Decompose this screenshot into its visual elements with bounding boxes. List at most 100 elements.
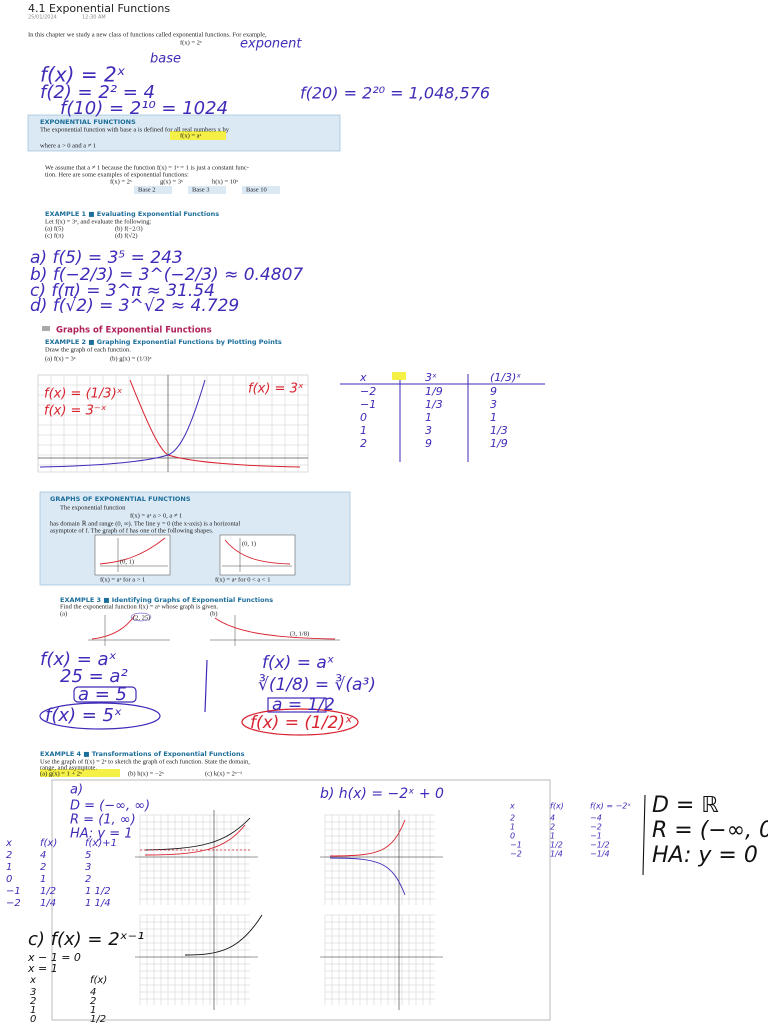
point-label: (0, 1) [242, 540, 256, 547]
table-cell: 1/4 [40, 898, 56, 909]
handwriting: R = (−∞, 0) [652, 818, 768, 843]
example-title: EXAMPLE 1 ■ Evaluating Exponential Funct… [45, 210, 219, 218]
table-cell: 2 [360, 437, 367, 450]
handwriting: f(x) = 3ˣ [248, 382, 304, 397]
table-cell: 1 1/4 [85, 898, 111, 909]
handwriting: b) h(x) = −2ˣ + 0 [320, 786, 444, 802]
graph [37, 374, 309, 473]
paragraph: Use the graph of f(x) = 2ˣ to sketch the… [40, 758, 250, 765]
handwriting: exponent [240, 37, 302, 52]
table-header: f(x) [550, 802, 564, 811]
box-title: EXPONENTIAL FUNCTIONS [40, 118, 136, 126]
formula: g(x) = 3ˣ [160, 178, 183, 185]
table-cell: 3 [490, 398, 497, 411]
table-cell: 1/4 [550, 850, 563, 859]
table-cell: 0 [510, 832, 515, 841]
table-cell: 1/9 [425, 385, 443, 398]
label-chip [134, 186, 172, 194]
part: (a) g(x) = 1 + 2ˣ [40, 770, 82, 777]
paragraph: Let f(x) = 3ˣ, and evaluate the followin… [45, 218, 151, 225]
table-cell: 1/9 [490, 437, 508, 450]
part: (a) [60, 610, 67, 617]
table-header: f(x)+1 [85, 838, 117, 849]
answer-circles [39, 686, 359, 736]
handwriting: HA: y = 1 [70, 827, 133, 842]
table-cell: −1 [590, 832, 602, 841]
paragraph: We assume that a ≠ 1 because the functio… [45, 164, 249, 171]
curve [329, 857, 406, 896]
table-cell: 0 [30, 1014, 36, 1024]
table-header: x [509, 802, 515, 811]
curve [144, 817, 251, 851]
paragraph: The exponential function with base a is … [40, 126, 230, 133]
table-cell: 2 [85, 874, 91, 885]
table-cell: 5 [85, 850, 91, 861]
handwriting: x − 1 = 0 [27, 951, 81, 964]
paragraph: The exponential function [60, 504, 126, 511]
example3-graphs [88, 612, 340, 646]
table-header: x [359, 371, 367, 384]
handwriting: D = ℝ [652, 793, 719, 818]
divider [642, 794, 646, 876]
table-cell: 1/2 [40, 886, 56, 897]
handwriting: f(x) = 2ˣ [40, 63, 126, 87]
table-cell: −1 [6, 886, 21, 897]
handwriting: f(20) = 2²⁰ = 1,048,576 [300, 84, 490, 103]
table-cell: 1 [90, 1005, 96, 1016]
table-cell: 9 [425, 437, 432, 450]
table-cell: −2 [360, 385, 376, 398]
handwriting: c) f(x) = 2ˣ⁻¹ [28, 929, 144, 950]
part: (c) k(x) = 2ˣ⁻¹ [205, 770, 242, 777]
table-cell: 1 [425, 411, 432, 424]
table-cell: −2 [6, 898, 21, 909]
shape-graphs [94, 534, 296, 576]
table-cell: −1/4 [590, 850, 610, 859]
highlight [392, 372, 406, 380]
table-cell: 1 [40, 874, 46, 885]
table-header: (1/3)ˣ [490, 371, 521, 384]
table-header: 3ˣ [425, 371, 437, 384]
table-cell: 1/3 [490, 424, 508, 437]
handwriting: 25 = a² [60, 666, 128, 687]
formula: f(x) = aˣ a > 0, a ≠ 1 [130, 512, 182, 519]
part: (a) f(x) = 3ˣ [45, 355, 76, 362]
table-cell: 0 [6, 874, 12, 885]
table-cell: 1 [360, 424, 367, 437]
caption: f(x) = aˣ for a > 1 [100, 576, 145, 583]
handwriting: f(10) = 2¹⁰ = 1024 [60, 98, 228, 119]
table-header: x [29, 975, 36, 986]
label: Base 10 [246, 186, 267, 193]
table-header: f(x) [40, 838, 57, 849]
table-cell: −4 [590, 814, 602, 823]
curve [184, 914, 263, 956]
part: (b) f(−2/3) [115, 225, 143, 232]
part: (b) [210, 610, 218, 617]
paragraph: Draw the graph of each function. [45, 346, 131, 353]
handwriting: a = 5 [78, 684, 127, 705]
handwriting: c) f(π) = 3^π ≈ 31.54 [30, 281, 215, 301]
highlight [40, 769, 120, 777]
table-cell: 1 [6, 862, 12, 873]
worksheet [51, 779, 551, 1021]
table-header: x [5, 838, 12, 849]
section-title: Graphs of Exponential Functions [56, 326, 212, 336]
table-cell: 1 [550, 832, 555, 841]
paragraph: In this chapter we study a new class of … [28, 31, 267, 38]
caption: f(x) = aˣ for 0 < a < 1 [215, 576, 270, 583]
handwriting: f(x) = aˣ [262, 653, 335, 673]
handwriting: D = (−∞, ∞) [70, 799, 150, 814]
example-title: EXAMPLE 3 ■ Identifying Graphs of Expone… [60, 596, 273, 604]
table-cell: 2 [30, 996, 36, 1007]
handwriting: f(x) = aˣ [40, 649, 117, 670]
paragraph: asymptote of f. The graph of f has one o… [50, 527, 214, 534]
curve [144, 824, 246, 856]
part: (b) h(x) = −2ˣ [128, 770, 164, 777]
table-cell: 4 [90, 987, 96, 998]
table-cell: 0 [360, 411, 367, 424]
formula: f(x) = 2ˣ [110, 178, 132, 185]
handwriting: f(x) = 5ˣ [45, 705, 122, 726]
small-graph [324, 914, 435, 1005]
graphs-box [39, 491, 351, 586]
handwriting: d) f(√2) = 3^√2 ≈ 4.729 [30, 296, 239, 316]
table-cell: 1 [30, 1005, 36, 1016]
